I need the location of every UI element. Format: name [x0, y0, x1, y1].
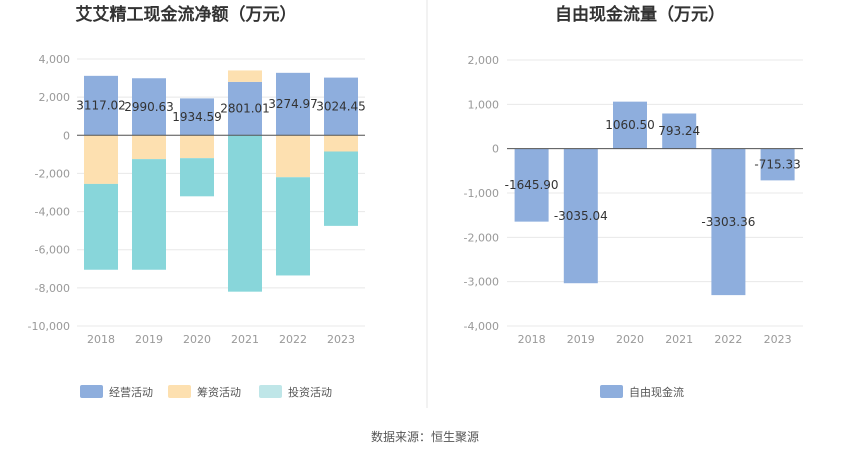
- bar-经营活动-2019: [132, 78, 166, 136]
- x-tick-label: 2022: [279, 333, 307, 346]
- data-label: 3274.97: [268, 97, 318, 111]
- right-chart-x-axis: 2018 2019 2020 2021 2022 2023: [518, 333, 792, 346]
- y-tick-label: -4,000: [464, 320, 499, 333]
- legend-label: 自由现金流: [629, 385, 684, 399]
- x-tick-label: 2020: [616, 333, 644, 346]
- x-tick-label: 2020: [183, 333, 211, 346]
- right-chart-title: 自由现金流量（万元）: [555, 4, 725, 25]
- bar-筹资活动-2021: [228, 70, 262, 82]
- y-tick-label: 4,000: [39, 53, 71, 66]
- y-tick-label: 0: [63, 129, 70, 142]
- y-tick-label: 1,000: [468, 98, 500, 111]
- bar-投资活动-2019: [132, 159, 166, 270]
- source-note: 数据来源：恒生聚源: [371, 429, 479, 444]
- x-tick-label: 2022: [714, 333, 742, 346]
- bar-筹资活动-2019: [132, 135, 166, 160]
- bar-经营活动-2022: [276, 72, 310, 136]
- y-tick-label: -2,000: [464, 231, 499, 244]
- bar-投资活动-2022: [276, 177, 310, 276]
- bar-自由现金流-2019: [563, 148, 598, 284]
- x-tick-label: 2018: [518, 333, 546, 346]
- bar-投资活动-2021: [228, 135, 262, 292]
- x-tick-label: 2019: [567, 333, 595, 346]
- x-tick-label: 2021: [665, 333, 693, 346]
- bar-自由现金流-2023: [760, 148, 795, 181]
- bar-投资活动-2018: [84, 183, 118, 270]
- x-tick-label: 2023: [764, 333, 792, 346]
- left-chart-legend: 经营活动 筹资活动 投资活动: [80, 385, 332, 399]
- bar-自由现金流-2021: [662, 113, 697, 149]
- y-tick-label: 0: [492, 143, 499, 156]
- data-label: -1645.90: [505, 178, 559, 192]
- bar-筹资活动-2018: [84, 135, 118, 184]
- y-tick-label: 2,000: [39, 91, 71, 104]
- y-tick-label: -6,000: [35, 244, 70, 257]
- data-label: 3117.02: [76, 99, 126, 113]
- data-label: 2801.01: [220, 102, 270, 116]
- x-tick-label: 2023: [327, 333, 355, 346]
- right-chart-bars: [507, 101, 803, 296]
- bar-自由现金流-2018: [514, 148, 549, 222]
- y-tick-label: -10,000: [28, 320, 70, 333]
- bar-经营活动-2023: [324, 77, 358, 136]
- y-tick-label: -1,000: [464, 187, 499, 200]
- data-label: -3035.04: [554, 209, 608, 223]
- data-label: 1060.50: [605, 118, 655, 132]
- bar-自由现金流-2022: [711, 148, 746, 296]
- right-chart-grid: [507, 59, 803, 327]
- right-chart-data-labels: -1645.90 -3035.04 1060.50 793.24 -3303.36 -71…: [505, 118, 801, 229]
- bar-经营活动-2018: [84, 75, 118, 136]
- x-tick-label: 2021: [231, 333, 259, 346]
- legend-swatch: [600, 385, 623, 398]
- right-chart-y-axis: -4,000 -3,000 -2,000 -1,000 0 1,000 2,000: [464, 54, 499, 333]
- x-tick-label: 2018: [87, 333, 115, 346]
- bar-经营活动-2020: [180, 98, 214, 136]
- bar-投资活动-2020: [180, 158, 214, 197]
- bar-自由现金流-2020: [613, 101, 647, 149]
- data-label: -715.33: [754, 158, 800, 172]
- y-tick-label: 2,000: [468, 54, 500, 67]
- legend-swatch: [80, 385, 103, 398]
- y-tick-label: -8,000: [35, 282, 70, 295]
- bar-经营活动-2021: [228, 81, 262, 136]
- left-chart-x-axis: 2018 2019 2020 2021 2022 2023: [87, 333, 355, 346]
- left-chart-data-labels: 3117.022990.631934.592801.013274.973024.…: [76, 97, 366, 124]
- data-label: 2990.63: [124, 100, 174, 114]
- bar-筹资活动-2022: [276, 135, 310, 178]
- legend-label: 经营活动: [109, 385, 153, 399]
- x-tick-label: 2019: [135, 333, 163, 346]
- legend-swatch: [168, 385, 191, 398]
- right-chart-legend: 自由现金流: [600, 385, 684, 399]
- legend-label: 筹资活动: [197, 385, 241, 399]
- data-label: 3024.45: [316, 99, 366, 113]
- legend-label: 投资活动: [288, 385, 332, 399]
- bar-投资活动-2023: [324, 151, 358, 226]
- data-label: 1934.59: [172, 110, 222, 124]
- data-label: 793.24: [658, 124, 700, 138]
- left-chart-y-axis: -10,000 -8,000 -6,000 -4,000 -2,000 0 2,000 4,0…: [28, 53, 70, 333]
- left-chart-bars: [77, 70, 365, 292]
- bar-筹资活动-2023: [324, 135, 358, 152]
- y-tick-label: -3,000: [464, 276, 499, 289]
- bar-筹资活动-2020: [180, 135, 214, 159]
- data-label: -3303.36: [701, 215, 755, 229]
- y-tick-label: -4,000: [35, 206, 70, 219]
- y-tick-label: -2,000: [35, 167, 70, 180]
- legend-swatch: [259, 385, 282, 398]
- left-chart-title: 艾艾精工现金流净额（万元）: [76, 4, 297, 25]
